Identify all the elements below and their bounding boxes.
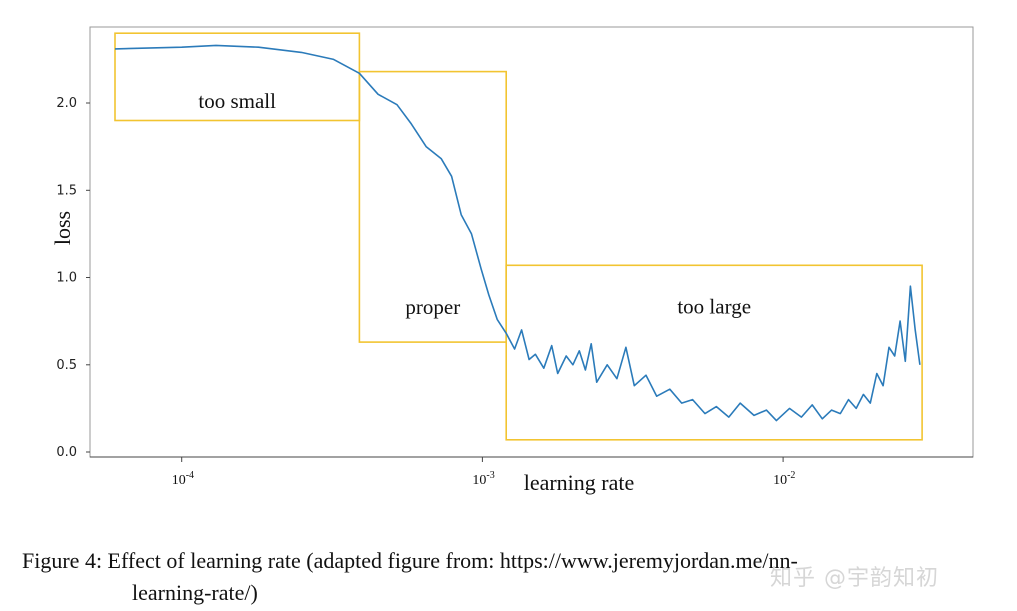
region-box-proper	[358, 70, 507, 343]
y-tick-label: 0.0	[56, 445, 77, 460]
x-tick-label: 10-3	[472, 470, 494, 488]
region-label-too-small: too small	[198, 89, 276, 113]
region-boxes: too small proper too large	[114, 32, 923, 441]
figure-caption: Figure 4: Effect of learning rate (adapt…	[22, 545, 1007, 609]
y-tick-labels: 0.0 0.5 1.0 1.5 2.0	[56, 96, 90, 460]
x-tick-label: 10-2	[773, 470, 795, 488]
y-tick-label: 1.0	[56, 271, 77, 286]
x-axis-label: learning rate	[524, 470, 635, 495]
region-label-proper: proper	[405, 295, 460, 319]
y-tick-label: 1.5	[56, 183, 77, 198]
region-box-too-large	[505, 264, 923, 441]
region-label-too-large: too large	[677, 294, 751, 318]
y-tick-label: 0.5	[56, 358, 77, 373]
loss-vs-learning-rate-chart: too small proper too large 0.0 0.5 1.0 1.5 2.0…	[50, 26, 974, 495]
x-tick-labels: 10-4 10-3 10-2	[172, 457, 795, 488]
loss-series-line	[114, 44, 921, 422]
caption-line-1: Figure 4: Effect of learning rate (adapt…	[22, 548, 798, 573]
caption-line-2: learning-rate/)	[132, 580, 258, 605]
y-axis-label: loss	[50, 211, 75, 245]
x-tick-label: 10-4	[172, 470, 194, 488]
watermark-text: 知乎 @宇韵知初	[770, 566, 939, 591]
y-tick-label: 2.0	[56, 96, 77, 111]
